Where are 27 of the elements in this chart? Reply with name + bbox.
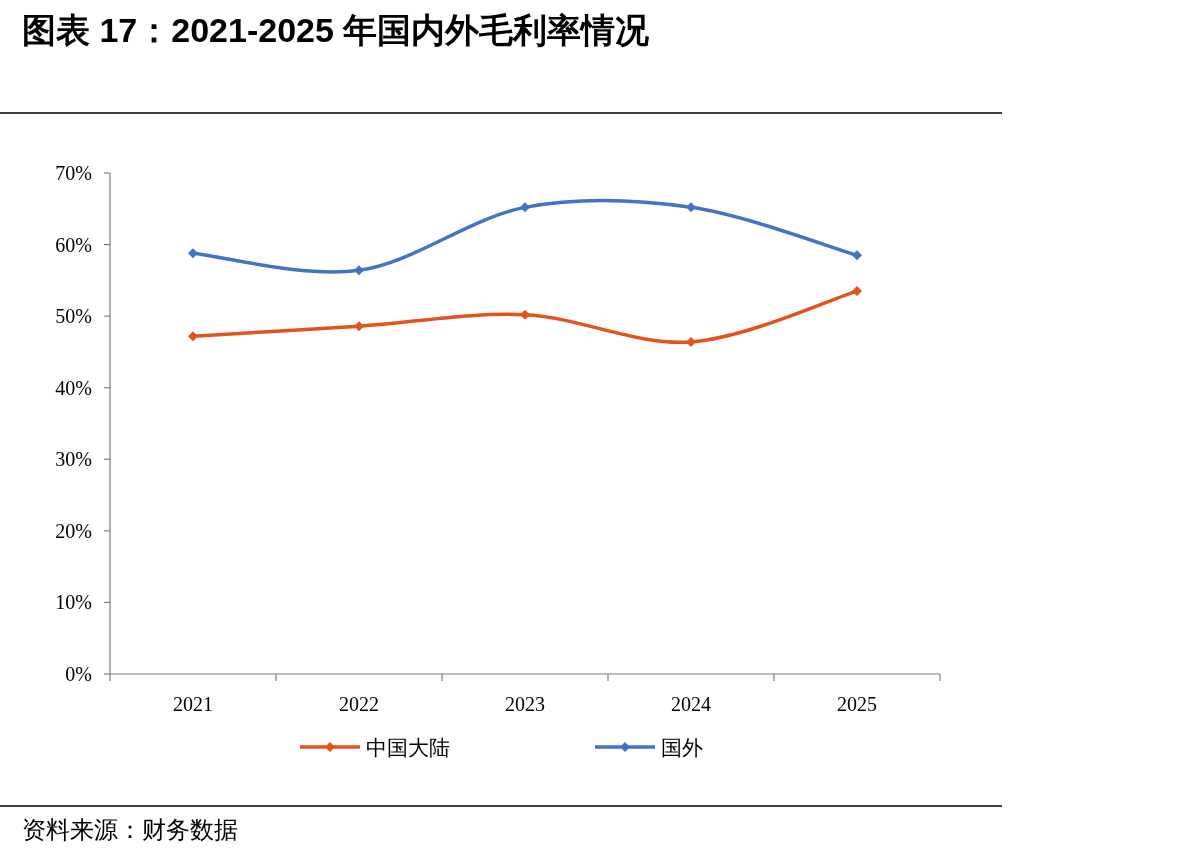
chart-title: 图表 17：2021-2025 年国内外毛利率情况 bbox=[22, 11, 651, 49]
point bbox=[852, 286, 862, 297]
y-tick-label: 50% bbox=[55, 305, 92, 328]
point bbox=[686, 336, 696, 347]
y-tick-label: 70% bbox=[55, 162, 92, 184]
legend-label: 中国大陆 bbox=[366, 736, 450, 759]
point bbox=[354, 265, 364, 276]
x-tick-label: 2024 bbox=[671, 693, 711, 715]
x-tick-label: 2021 bbox=[173, 693, 213, 715]
text: 资料来源：财务数据 bbox=[22, 816, 238, 843]
point bbox=[520, 202, 530, 213]
x-tick-label: 2023 bbox=[505, 693, 545, 715]
y-tick-label: 40% bbox=[55, 376, 92, 399]
point bbox=[852, 250, 862, 261]
y-tick-label: 20% bbox=[55, 519, 92, 542]
y-tick-label: 60% bbox=[55, 233, 92, 256]
point bbox=[188, 248, 198, 259]
point bbox=[354, 321, 364, 332]
point bbox=[686, 202, 696, 213]
x-tick-label: 2025 bbox=[837, 693, 877, 715]
x-tick-label: 2022 bbox=[339, 693, 379, 715]
point bbox=[188, 331, 198, 342]
y-tick-label: 10% bbox=[55, 591, 92, 614]
y-tick-label: 0% bbox=[65, 663, 92, 685]
legend-label: 国外 bbox=[661, 736, 703, 759]
point bbox=[520, 309, 530, 320]
y-tick-label: 30% bbox=[55, 448, 92, 471]
